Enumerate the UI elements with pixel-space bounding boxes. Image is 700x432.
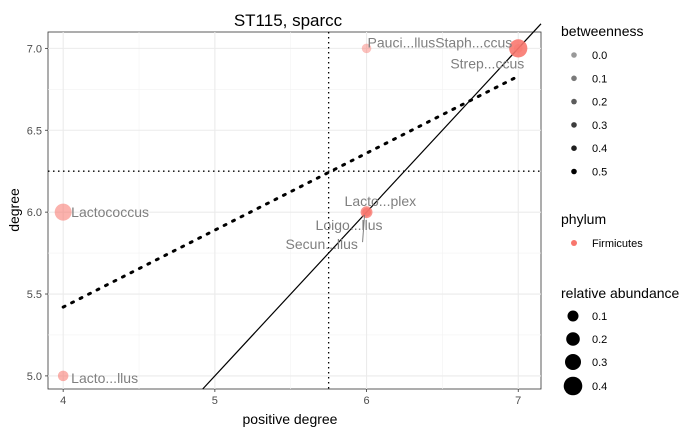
point-Strep...ccus: [513, 44, 523, 53]
identity-line: [202, 23, 542, 390]
x-tick-label: 7: [515, 395, 521, 407]
y-axis-ticks: 5.0 5.5 6.0 6.5 7.0: [27, 43, 48, 383]
legend-abundance-key: [565, 354, 581, 370]
legend-abundance-key: [567, 310, 579, 322]
label-Pauci...llus: Pauci...llus: [368, 34, 436, 50]
legend-phylum-items: Firmicutes: [571, 238, 643, 250]
point-Lacto...llus: [57, 370, 69, 382]
legend-betweenness-items: 0.0 0.1 0.2 0.3 0.4 0.5: [571, 50, 607, 179]
x-tick-label: 5: [212, 395, 218, 407]
y-tick-label: 5.0: [27, 371, 42, 383]
legend-betweenness-key: [571, 98, 577, 105]
legend-betweenness-label: 0.4: [592, 143, 607, 155]
legend-abundance-key: [563, 376, 583, 396]
legend-betweenness-label: 0.5: [592, 167, 607, 179]
legend: betweenness 0.0 0.1 0.2 0.3 0.4 0.5 phylum Fi…: [561, 23, 680, 396]
label-Strep...ccus: Strep...ccus: [450, 55, 524, 71]
legend-abundance-items: 0.1 0.2 0.3 0.4: [563, 310, 607, 396]
label-Lacto...llus: Lacto...llus: [71, 370, 138, 386]
point-Lactococcus: [54, 203, 72, 221]
legend-betweenness-key: [571, 52, 577, 58]
y-tick-label: 6.5: [27, 125, 42, 137]
legend-betweenness-key: [571, 145, 577, 151]
legend-betweenness-label: 0.2: [592, 97, 607, 109]
label-connector: [362, 215, 366, 243]
legend-betweenness-key: [571, 75, 577, 82]
x-tick-label: 4: [60, 395, 66, 407]
y-axis-title: degree: [6, 188, 22, 232]
label-Lacto...plex: Lacto...plex: [345, 193, 417, 209]
legend-betweenness-title: betweenness: [561, 23, 644, 39]
label-Lactococcus: Lactococcus: [71, 204, 149, 220]
legend-abundance-label: 0.2: [592, 334, 607, 346]
legend-phylum-title: phylum: [561, 211, 606, 227]
legend-abundance-key: [566, 332, 580, 346]
x-axis-title: positive degree: [243, 411, 338, 427]
legend-abundance-label: 0.4: [592, 381, 607, 393]
y-tick-label: 6.0: [27, 207, 42, 219]
y-tick-label: 7.0: [27, 43, 42, 55]
point-Secun...llus: [362, 207, 371, 217]
point-Pauci...llus: [361, 43, 372, 54]
label-Secun...llus: Secun...llus: [286, 236, 358, 252]
legend-abundance-title: relative abundance: [561, 285, 680, 301]
legend-phylum-label: Firmicutes: [592, 238, 643, 250]
point-Staph...ccus: [509, 39, 528, 58]
y-tick-label: 5.5: [27, 289, 42, 301]
legend-betweenness-label: 0.1: [592, 73, 607, 85]
legend-abundance-label: 0.3: [592, 357, 607, 369]
legend-betweenness-key: [571, 122, 577, 128]
legend-betweenness-key: [571, 168, 577, 175]
regression-line: [61, 74, 520, 309]
reference-lines: [48, 23, 542, 390]
legend-phylum-key: [571, 240, 577, 246]
label-Staph...ccus: Staph...ccus: [435, 34, 512, 50]
label-Loigo...llus: Loigo...llus: [316, 217, 383, 233]
x-tick-label: 6: [363, 395, 369, 407]
legend-betweenness-label: 0.3: [592, 120, 607, 132]
plot-panel: [47, 31, 542, 390]
chart-title: ST115, sparcc: [234, 11, 343, 30]
legend-abundance-label: 0.1: [592, 311, 607, 323]
point-labels: Pauci...llus Staph...ccus Strep...ccus Lact…: [71, 34, 524, 386]
legend-betweenness-label: 0.0: [592, 50, 607, 62]
data-points: [54, 39, 528, 382]
x-axis-ticks: 4 5 6 7: [60, 389, 521, 407]
